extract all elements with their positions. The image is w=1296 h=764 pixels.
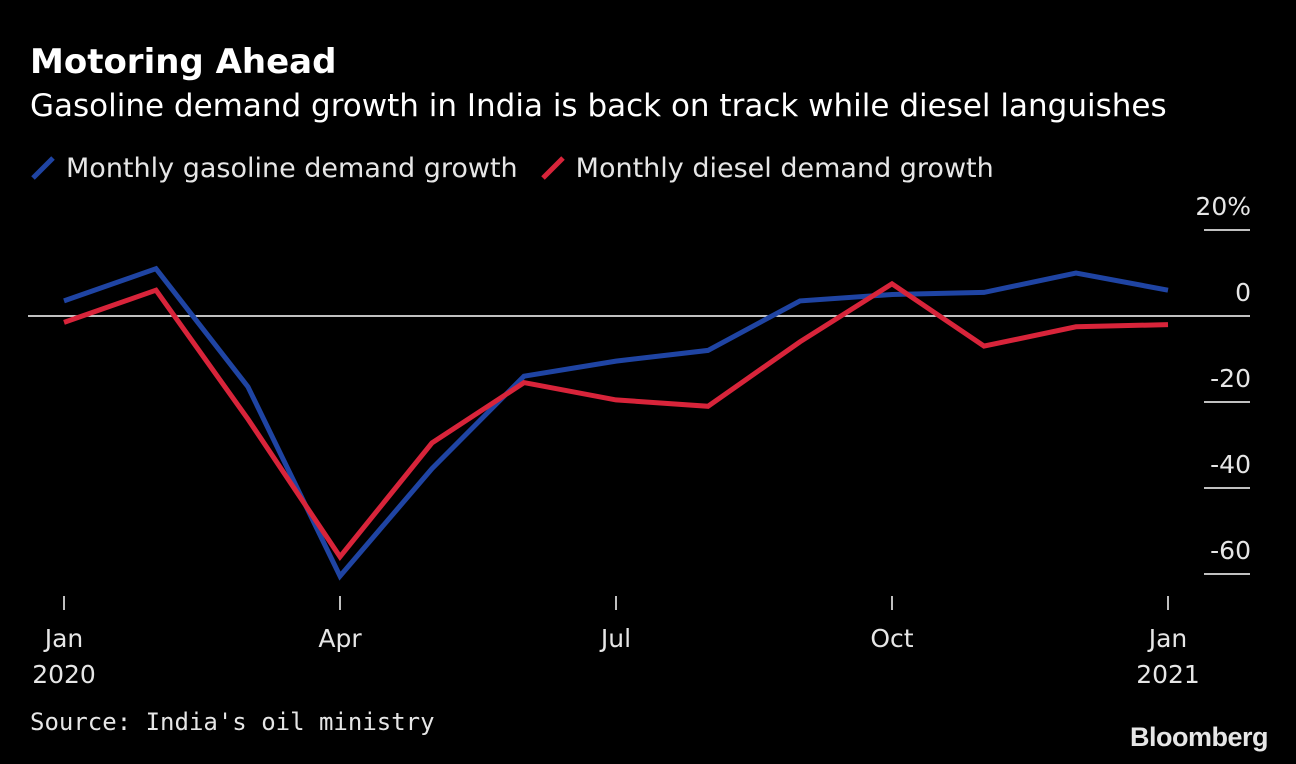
y-tick-label: 0 — [1235, 278, 1251, 307]
diesel-swatch-icon — [540, 155, 566, 181]
gasoline-series-line — [63, 265, 1169, 581]
gasoline-swatch-icon — [30, 155, 56, 181]
x-tick-label: Apr — [318, 624, 362, 653]
x-tick-year-label: 2021 — [1136, 660, 1200, 689]
chart-subtitle: Gasoline demand growth in India is back … — [30, 88, 1167, 124]
y-tick-label: -20 — [1210, 364, 1251, 393]
diesel-series-line — [63, 280, 1169, 562]
legend-label-diesel: Monthly diesel demand growth — [575, 152, 994, 184]
x-tick-label: Jul — [599, 624, 631, 653]
x-tick-year-label: 2020 — [32, 660, 96, 689]
legend: Monthly gasoline demand growth Monthly d… — [30, 148, 1016, 188]
chart-title: Motoring Ahead — [30, 42, 337, 82]
y-tick-label: -60 — [1210, 536, 1251, 565]
x-tick-label: Jan — [1147, 624, 1188, 653]
y-tick-label: 20% — [1195, 192, 1251, 221]
x-tick-label: Oct — [870, 624, 913, 653]
source-note: Source: India's oil ministry — [30, 708, 435, 736]
legend-item-gasoline: Monthly gasoline demand growth — [30, 153, 518, 184]
legend-label-gasoline: Monthly gasoline demand growth — [66, 152, 518, 184]
legend-item-diesel: Monthly diesel demand growth — [540, 153, 994, 184]
y-tick-label: -40 — [1210, 450, 1251, 479]
bloomberg-logo: Bloomberg — [1129, 722, 1269, 752]
x-tick-label: Jan — [43, 624, 84, 653]
